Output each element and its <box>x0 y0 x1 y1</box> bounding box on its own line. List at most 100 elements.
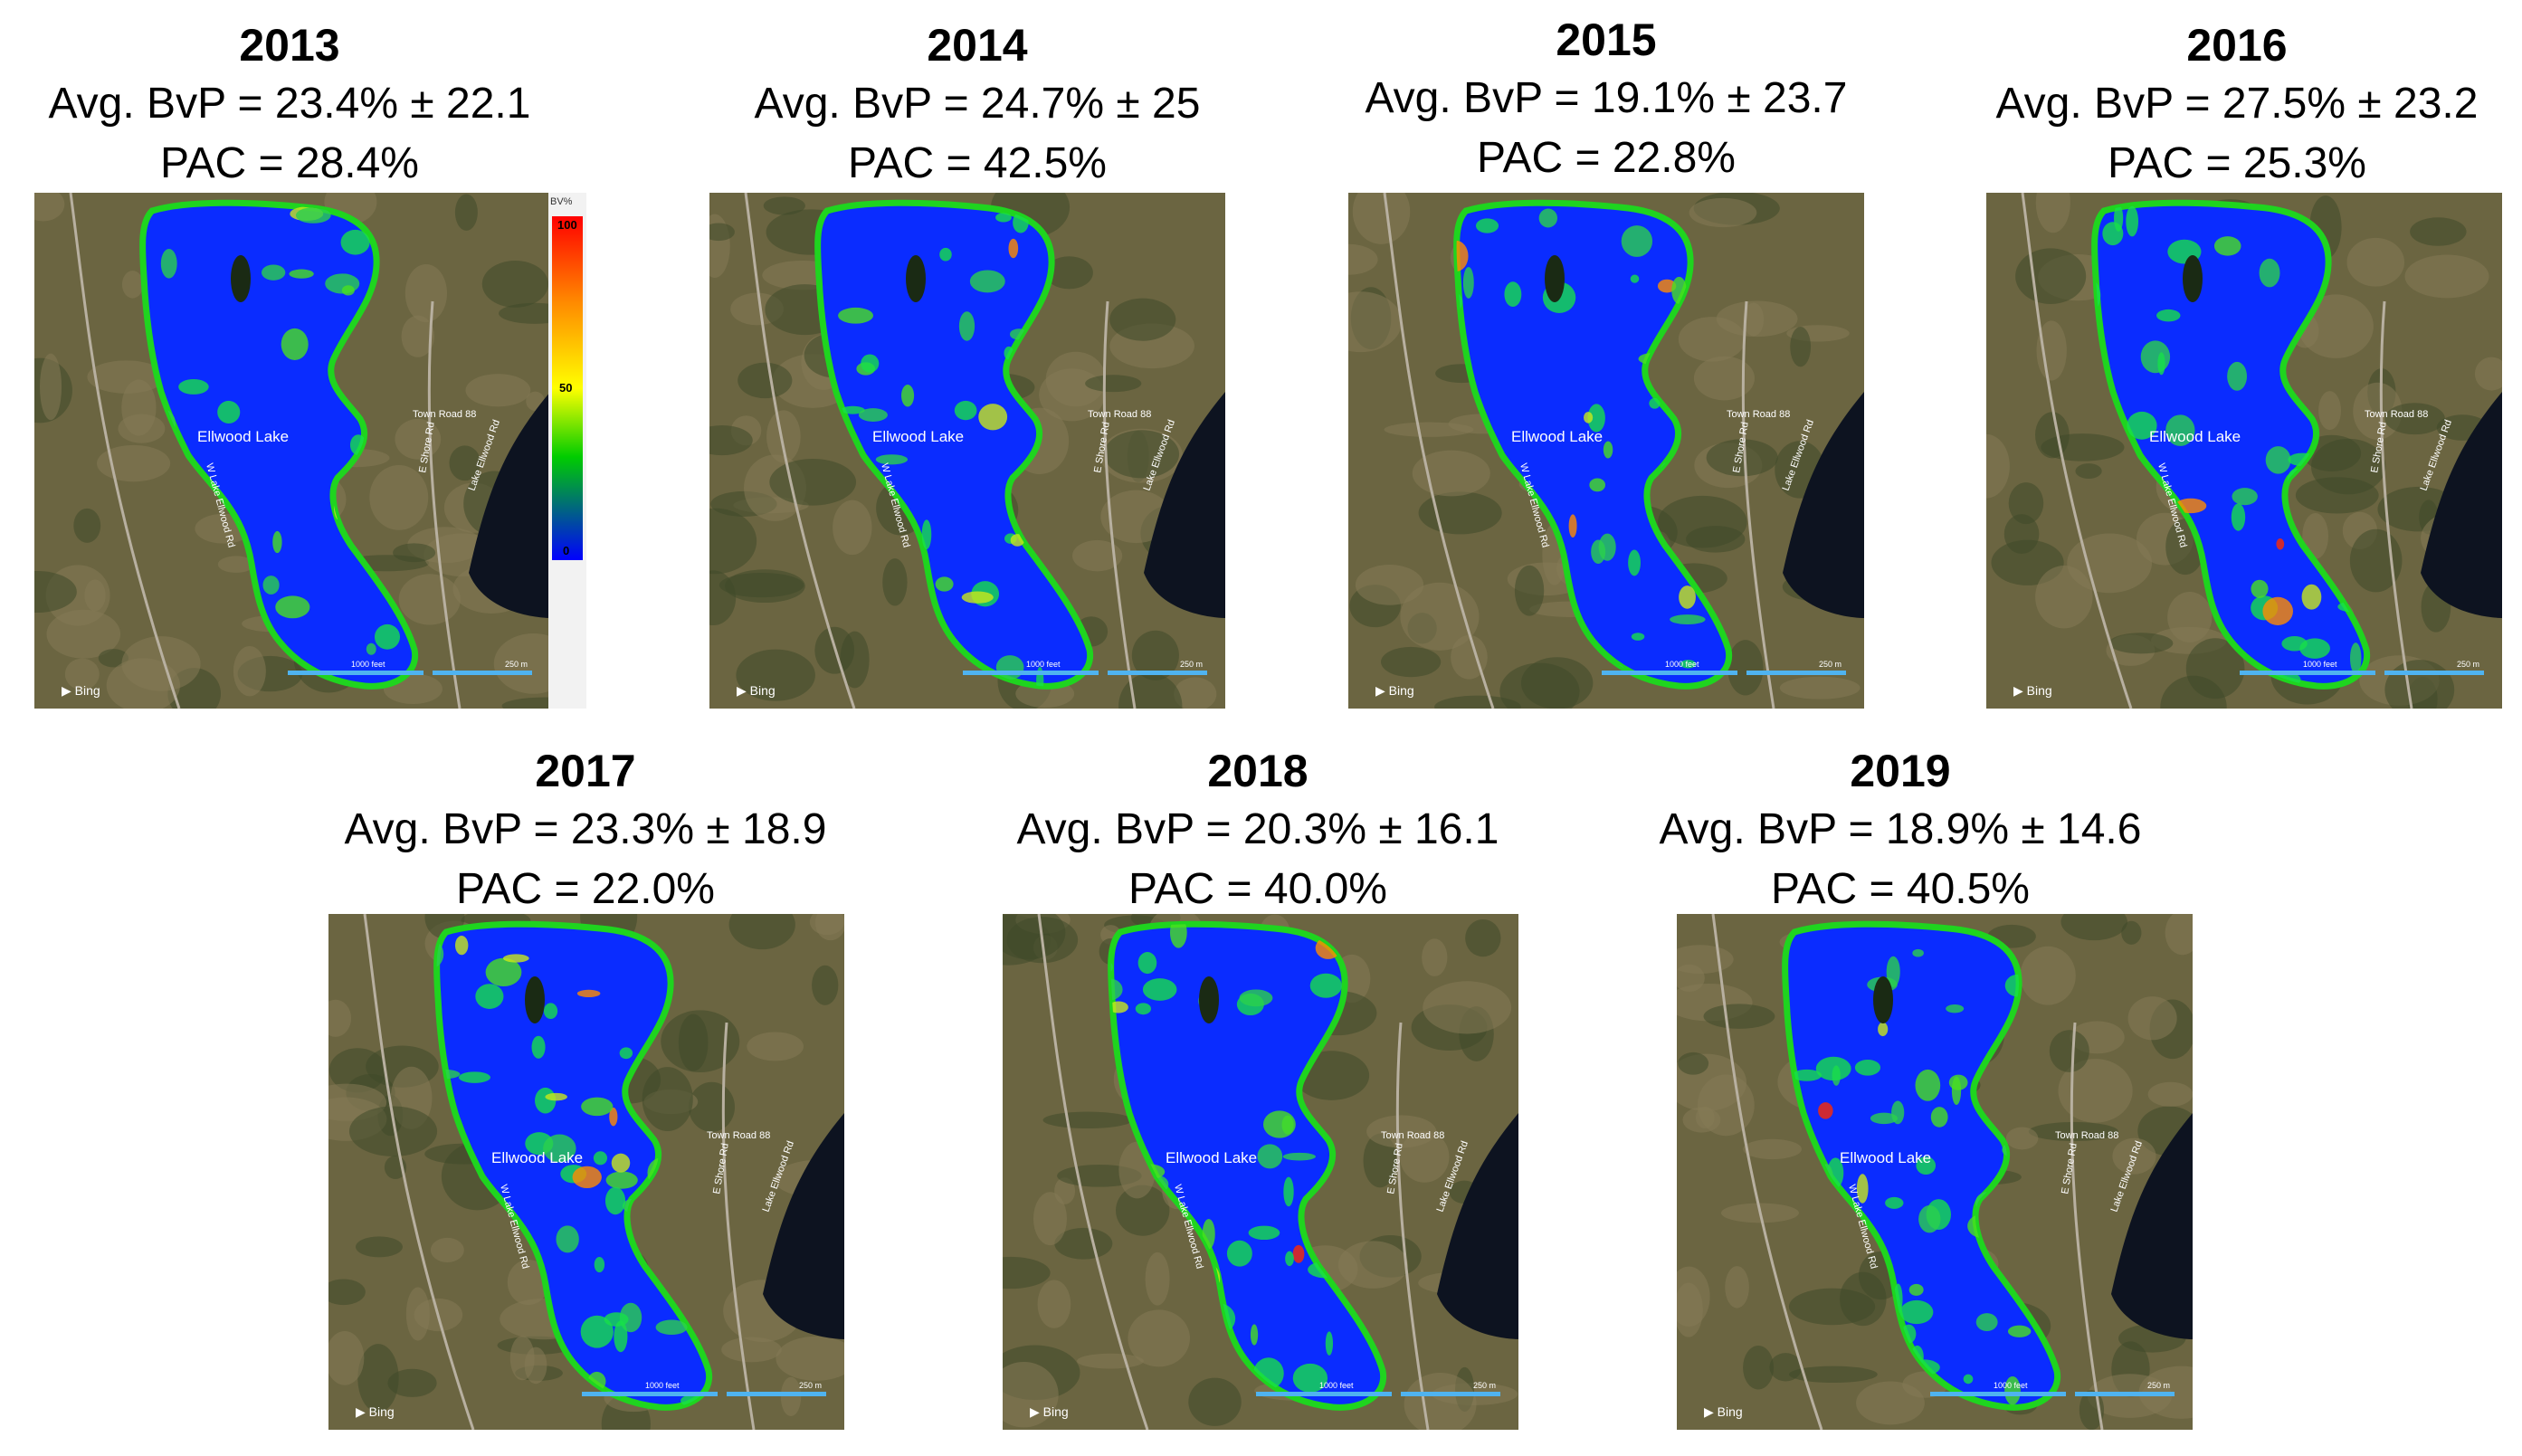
terrain-patch <box>493 633 550 694</box>
terrain-patch <box>1145 1251 1170 1306</box>
terrain-patch <box>328 1330 365 1385</box>
terrain-patch <box>2410 217 2467 246</box>
vegetation-patch <box>1963 1374 1974 1385</box>
scale-label: 250 m <box>1819 660 1842 669</box>
panel-pac: PAC = 22.8% <box>1477 134 1736 182</box>
vegetation-patch <box>1912 948 1924 957</box>
terrain-patch <box>46 609 121 659</box>
scale-bar <box>1602 671 1737 675</box>
scale-bar <box>582 1392 718 1396</box>
vegetation-patch <box>502 954 529 963</box>
vegetation-patch <box>961 591 994 604</box>
lake-blue-bvp-low <box>1453 199 1733 690</box>
vegetation-patch <box>1870 1112 1899 1125</box>
terrain-patch <box>1677 1282 1703 1337</box>
vegetation-patch <box>1248 1225 1280 1241</box>
vegetation-patch <box>861 354 880 373</box>
terrain-patch <box>1128 1309 1190 1367</box>
legend-color-ramp <box>552 216 583 560</box>
panel-bvp: Avg. BvP = 18.9% ± 14.6 <box>1659 805 2142 853</box>
lake-blue-bvp-low <box>1108 920 1387 1411</box>
terrain-patch <box>2165 914 2193 956</box>
vegetation-patch <box>2156 309 2181 322</box>
vegetation-patch <box>576 989 601 998</box>
bing-logo: ▶ Bing <box>1375 683 1414 698</box>
terrain-patch <box>1077 1353 1144 1369</box>
adjacent-lake <box>1437 1113 1518 1339</box>
terrain-patch <box>738 362 793 399</box>
vegetation-patch <box>217 400 241 423</box>
terrain-patch <box>217 556 255 573</box>
terrain-patch <box>1033 1192 1067 1246</box>
scale-bar <box>2240 671 2375 675</box>
terrain-patch <box>1054 1227 1113 1260</box>
vegetation-patch <box>1946 1004 1965 1013</box>
terrain-patch <box>356 1236 403 1258</box>
panel-header: 2013 Avg. BvP = 23.4% ± 22.1 PAC = 28.4% <box>0 16 579 194</box>
vegetation-patch <box>2007 1325 2032 1337</box>
terrain-patch <box>233 645 266 697</box>
terrain-patch <box>1085 375 1142 393</box>
vegetation-patch <box>1142 978 1177 1001</box>
legend-mid: 50 <box>559 381 573 395</box>
vegetation-patch <box>1239 989 1273 1007</box>
vegetation-patch <box>1285 1251 1294 1267</box>
terrain-patch <box>1743 1346 1775 1390</box>
scale-bar <box>1746 671 1846 675</box>
terrain-patch <box>73 508 101 543</box>
terrain-patch <box>1188 1377 1242 1426</box>
island <box>1873 976 1893 1023</box>
lake-label: Ellwood Lake <box>1166 1149 1257 1166</box>
panel-bvp: Avg. BvP = 19.1% ± 23.7 <box>1365 74 1848 122</box>
road-line <box>1711 914 1823 1430</box>
road-label: Town Road 88 <box>2365 409 2428 420</box>
terrain-patch <box>1451 634 1488 680</box>
vegetation-patch <box>272 530 282 554</box>
vegetation-patch <box>604 1186 626 1215</box>
scale-label: 250 m <box>2147 1381 2170 1390</box>
vegetation-patch <box>458 1071 490 1083</box>
road-line <box>2021 193 2133 709</box>
terrain-patch <box>719 572 804 598</box>
lake-label: Ellwood Lake <box>491 1149 583 1166</box>
vegetation-patch <box>1915 1069 1941 1101</box>
vegetation-patch <box>2251 579 2269 598</box>
vegetation-patch <box>2004 1375 2021 1405</box>
panel-header: 2019 Avg. BvP = 18.9% ± 14.6 PAC = 40.5% <box>1611 742 2190 919</box>
lake-label: Ellwood Lake <box>2149 428 2241 445</box>
panel-pac: PAC = 25.3% <box>2108 139 2366 187</box>
scale-bar <box>1108 671 1207 675</box>
road-label: Town Road 88 <box>1381 1130 1444 1141</box>
vegetation-patch <box>901 385 915 407</box>
vegetation-patch <box>1948 1074 1968 1090</box>
vegetation-patch <box>531 1035 546 1059</box>
terrain-patch <box>1422 938 1448 976</box>
terrain-patch <box>449 445 481 481</box>
vegetation-patch <box>2127 411 2157 440</box>
vegetation-patch <box>611 1153 631 1173</box>
vegetation-patch <box>1631 633 1645 641</box>
vegetation-patch <box>1282 1152 1316 1161</box>
scale-label: 1000 feet <box>1026 660 1061 669</box>
terrain-patch <box>1348 291 1403 353</box>
vegetation-patch <box>2231 503 2246 531</box>
vegetation-patch <box>1538 208 1558 228</box>
vegetation-patch <box>921 519 932 550</box>
vegetation-patch <box>2140 340 2171 374</box>
panel-year: 2014 <box>927 20 1028 71</box>
vegetation-patch <box>1135 1003 1151 1015</box>
island <box>2183 255 2203 302</box>
terrain-patch <box>2049 1030 2089 1072</box>
panel-year: 2016 <box>2186 20 2288 71</box>
vegetation-patch <box>1886 956 1900 987</box>
map-2015: Ellwood Lake Town Road 88 E Shore Rd Lake E… <box>1348 193 1864 709</box>
vegetation-patch <box>2349 642 2362 674</box>
scale-bar <box>1930 1392 2066 1396</box>
terrain-patch <box>2015 248 2087 304</box>
terrain-patch <box>1042 1111 1133 1129</box>
panel-year: 2013 <box>239 20 340 71</box>
vegetation-patch <box>1110 978 1123 1001</box>
vegetation-patch <box>1504 281 1522 308</box>
terrain-patch <box>2121 920 2142 945</box>
island <box>1545 255 1565 302</box>
